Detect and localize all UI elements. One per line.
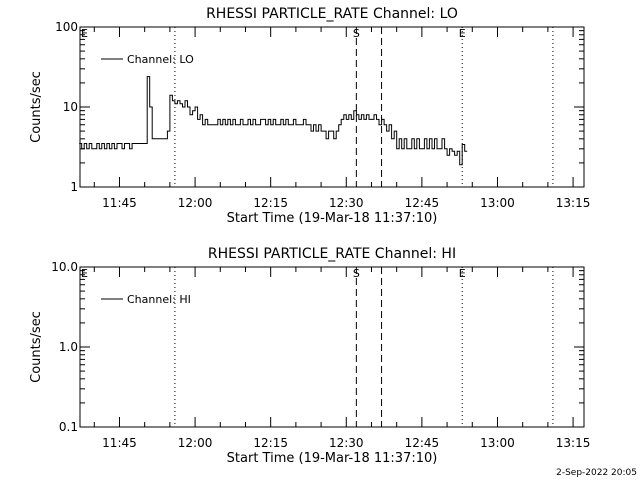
vertical-marker-label: S: [353, 27, 360, 40]
x-tick-label: 12:45: [405, 196, 440, 210]
chart-panel-lo: RHESSI PARTICLE_RATE Channel: LO 1 10 100 11…: [29, 6, 590, 226]
x-tick-label: 12:15: [253, 436, 288, 450]
x-axis-label: Start Time (19-Mar-18 11:37:10): [227, 451, 438, 466]
x-tick-label: 13:15: [556, 436, 591, 450]
y-tick-label: 1.0: [59, 340, 78, 354]
y-tick-label: 10.0: [51, 260, 78, 274]
y-axis-label: Counts/sec: [29, 311, 44, 383]
y-tick-label: 10: [63, 100, 78, 114]
x-tick-label: 12:45: [405, 436, 440, 450]
y-tick-label: 0.1: [59, 420, 78, 434]
x-tick-label: 12:00: [178, 436, 213, 450]
x-axis-label: Start Time (19-Mar-18 11:37:10): [227, 211, 438, 226]
x-tick-label: 13:00: [480, 436, 515, 450]
x-tick-label: 12:00: [178, 196, 213, 210]
legend-label: Channel: HI: [127, 293, 191, 306]
corner-marker-label: E: [81, 27, 88, 40]
chart-title: RHESSI PARTICLE_RATE Channel: HI: [208, 246, 456, 262]
vertical-marker-label: E: [459, 27, 466, 40]
y-axis-label: Counts/sec: [29, 71, 44, 143]
corner-marker-label: E: [81, 267, 88, 280]
series-line-0: [79, 76, 468, 166]
vertical-marker-label: S: [353, 267, 360, 280]
plot-frame: [79, 26, 585, 188]
x-tick-label: 11:45: [102, 196, 137, 210]
timestamp: 2-Sep-2022 20:05: [556, 468, 637, 478]
legend-label: Channel: LO: [127, 53, 194, 66]
chart-title: RHESSI PARTICLE_RATE Channel: LO: [206, 6, 458, 22]
x-tick-label: 13:15: [556, 196, 591, 210]
x-tick-label: 13:00: [480, 196, 515, 210]
vertical-marker-label: E: [459, 267, 466, 280]
plot-frame: [79, 266, 585, 428]
x-tick-label: 12:30: [329, 436, 364, 450]
x-tick-label: 11:45: [102, 436, 137, 450]
chart-panel-hi: RHESSI PARTICLE_RATE Channel: HI 0.1 1.0 10…: [29, 246, 590, 466]
x-tick-label: 12:15: [253, 196, 288, 210]
x-tick-label: 12:30: [329, 196, 364, 210]
y-tick-label: 100: [55, 20, 78, 34]
y-tick-label: 1: [70, 180, 78, 194]
